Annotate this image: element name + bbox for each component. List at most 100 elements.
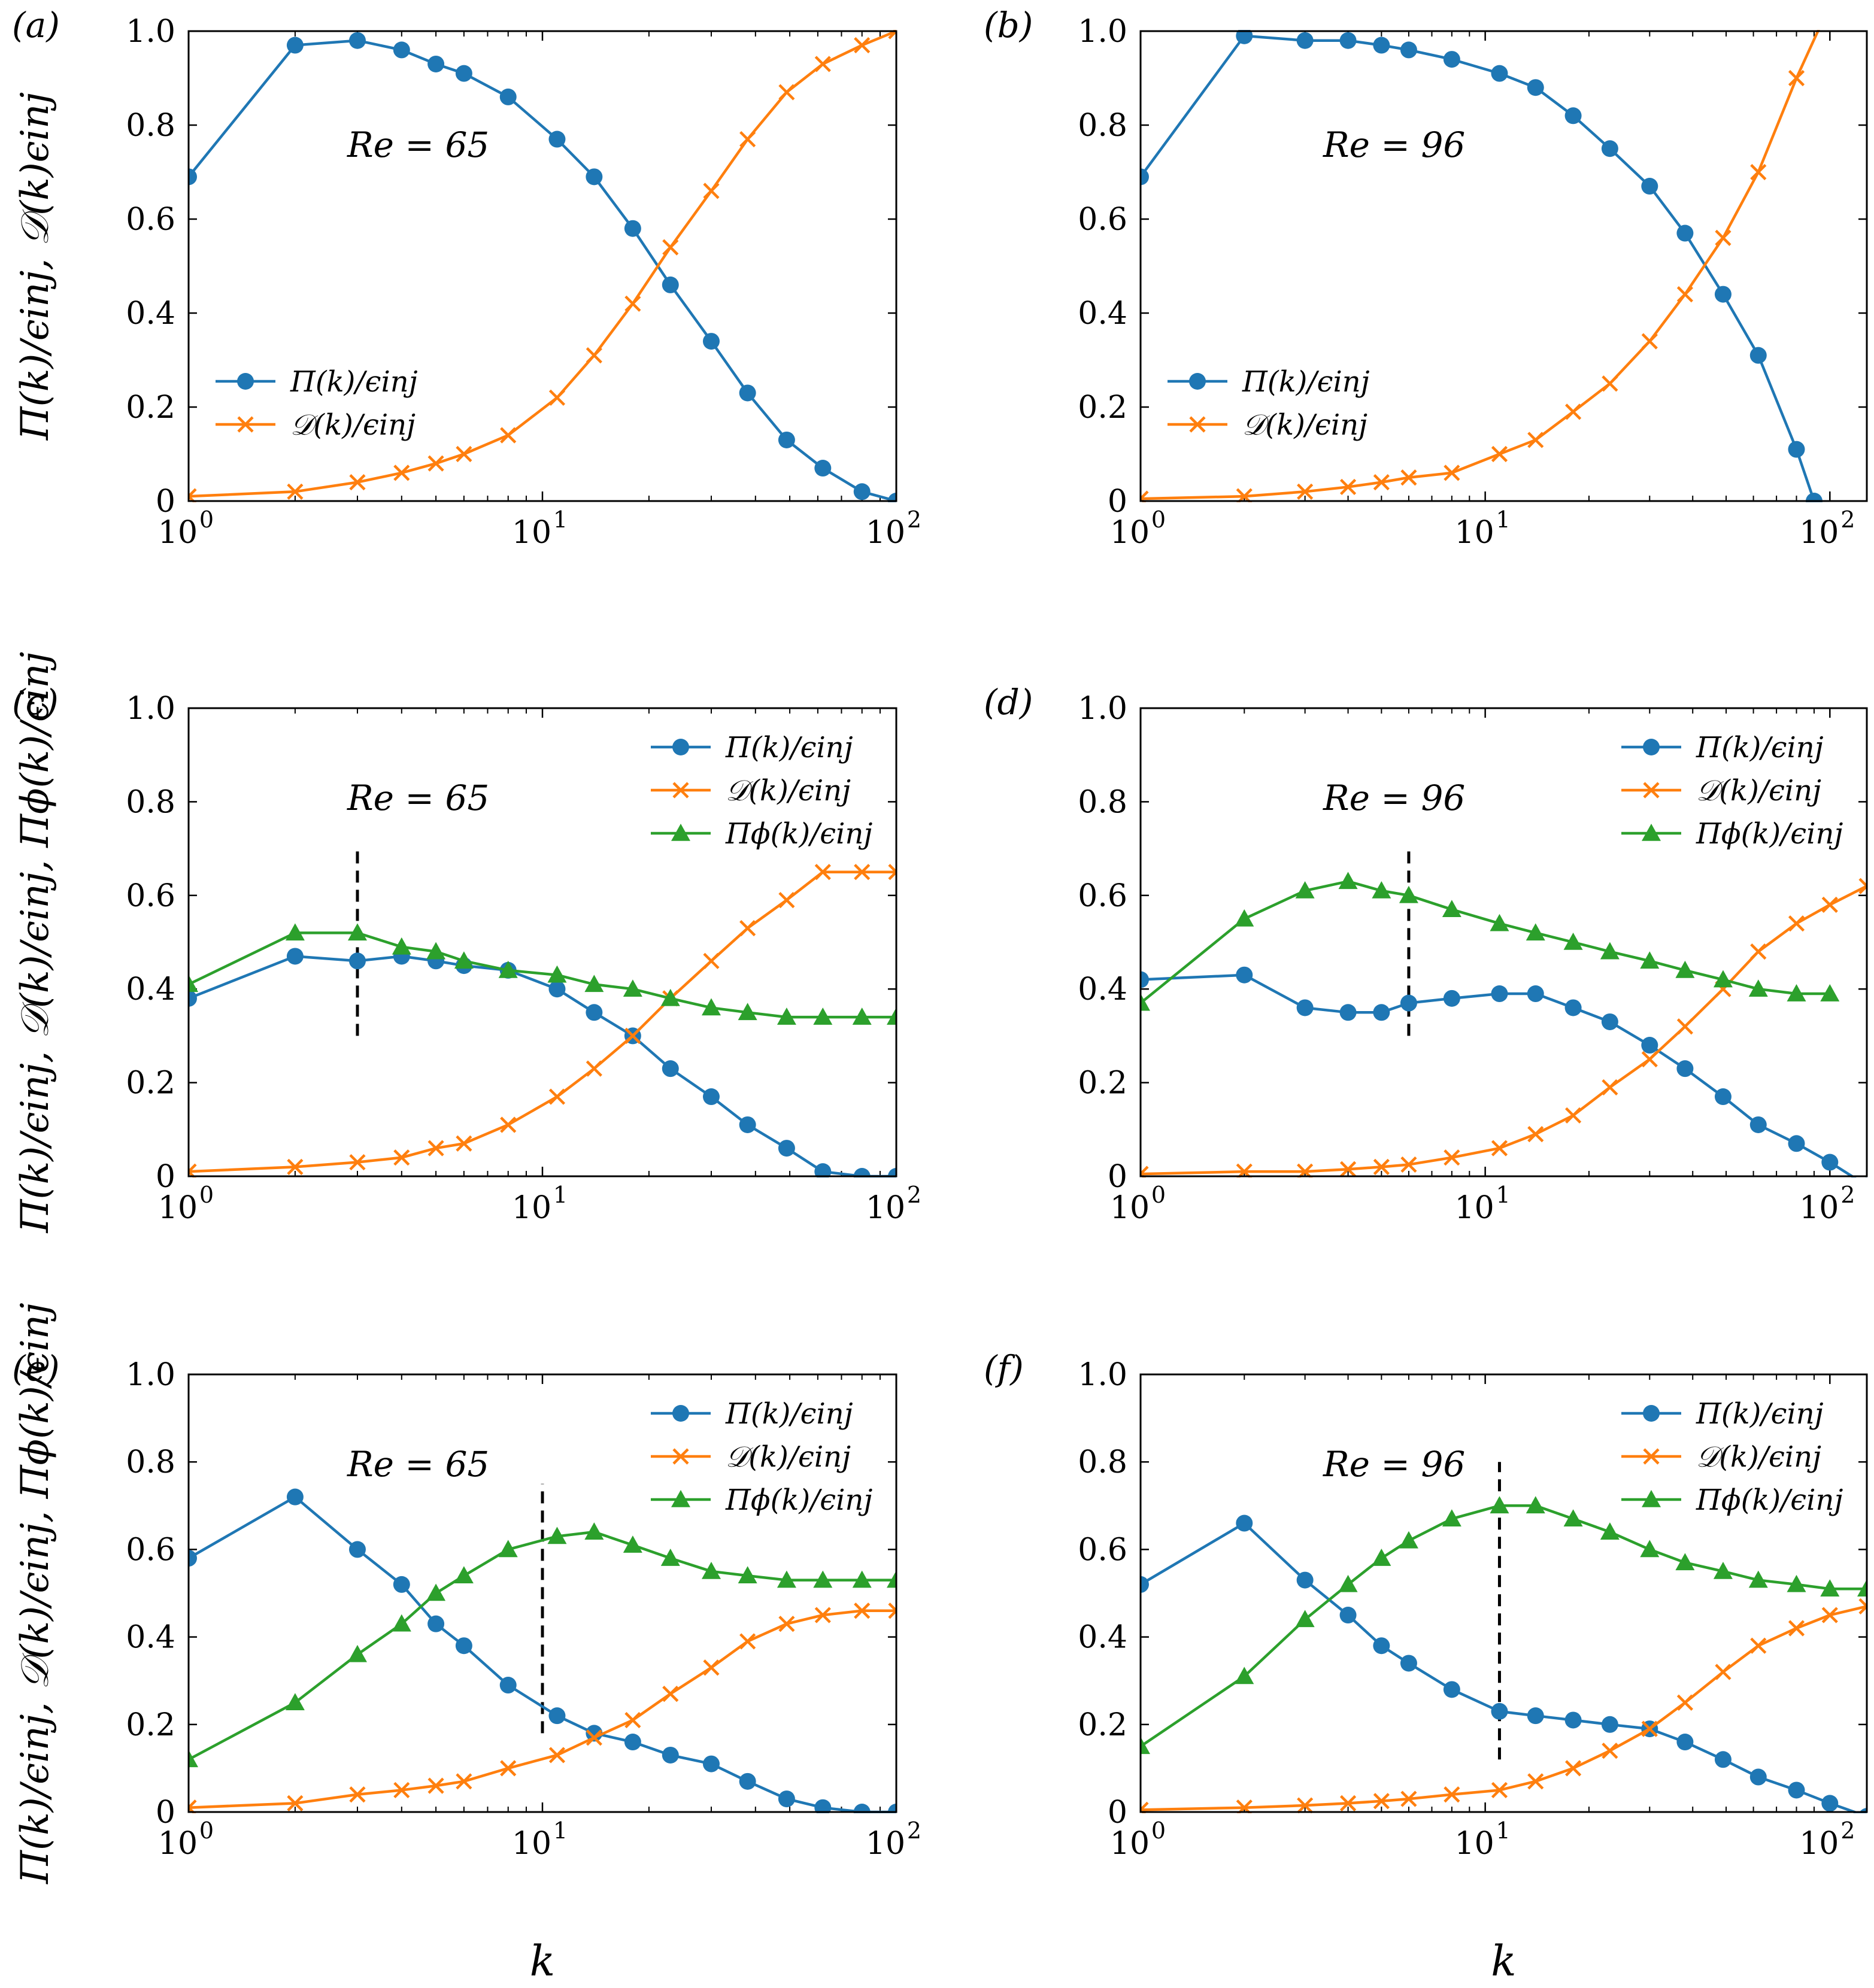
data-point	[1788, 441, 1805, 458]
data-point	[1713, 1561, 1733, 1579]
data-point	[189, 168, 197, 186]
data-point	[660, 1549, 680, 1566]
data-point	[852, 1007, 872, 1025]
data-point	[1640, 951, 1660, 969]
legend-marker	[671, 1490, 690, 1507]
y-tick-label: 0.8	[126, 1444, 175, 1480]
data-point	[586, 1729, 602, 1746]
data-point	[347, 923, 367, 941]
data-point	[348, 32, 366, 49]
data-point	[456, 445, 472, 463]
data-point	[586, 1725, 603, 1742]
y-tick-label: 0.6	[126, 878, 175, 914]
data-point	[393, 41, 410, 59]
data-point	[1640, 1540, 1660, 1558]
data-point	[778, 1790, 795, 1808]
data-point	[1788, 1781, 1805, 1799]
x-tick-label: 10	[512, 1826, 551, 1862]
data-point	[1339, 32, 1357, 49]
y-tick-label: 0	[156, 1159, 175, 1195]
data-point	[584, 1522, 604, 1540]
data-point	[1787, 1574, 1806, 1592]
data-point	[287, 483, 304, 500]
data-point	[1750, 943, 1767, 960]
data-point	[1399, 885, 1418, 903]
data-point	[1236, 30, 1253, 44]
annotation: Re = 96	[1323, 1444, 1465, 1485]
data-point	[456, 1135, 472, 1152]
legend-label: 𝒟(k)/ϵinj	[726, 1440, 851, 1474]
data-point	[1339, 1607, 1357, 1624]
legend-label: Πϕ(k)/ϵinj	[1696, 817, 1843, 851]
data-point	[1527, 1126, 1544, 1143]
data-point	[624, 1734, 641, 1751]
data-point	[624, 1027, 641, 1044]
data-point	[286, 1488, 304, 1506]
data-point	[1491, 445, 1508, 463]
chart-panel: (c)00.20.40.60.81.010 0 10 1 10 2Re = 65Π(k)/…	[12, 682, 921, 1226]
data-point	[1491, 1702, 1508, 1720]
data-point	[1715, 1664, 1732, 1680]
data-point	[853, 1804, 871, 1813]
data-point	[1141, 1576, 1149, 1593]
data-point	[1563, 1509, 1583, 1527]
data-point	[1641, 333, 1658, 350]
data-point	[1400, 469, 1417, 486]
axes-frame	[1139, 1373, 1868, 1813]
data-point	[586, 347, 602, 364]
y-tick-label: 0.8	[1078, 784, 1127, 820]
x-tick-exponent: 2	[907, 506, 921, 533]
x-tick-label: 10	[1799, 1826, 1839, 1862]
x-tick-exponent: 0	[1151, 506, 1166, 533]
data-point	[1564, 1107, 1582, 1124]
data-point	[427, 455, 444, 472]
data-point	[426, 942, 446, 960]
x-tick-label: 10	[1455, 1190, 1494, 1226]
data-point	[662, 1686, 679, 1702]
data-point	[1600, 1522, 1620, 1540]
legend-label: Πϕ(k)/ϵinj	[725, 817, 872, 851]
data-point	[814, 56, 831, 72]
data-point	[1820, 1579, 1840, 1597]
data-point	[1526, 923, 1545, 941]
data-point	[738, 1003, 757, 1021]
data-point	[1442, 1509, 1461, 1527]
data-point	[427, 1140, 444, 1157]
data-point	[1857, 1579, 1867, 1597]
y-tick-label: 0.6	[126, 1532, 175, 1568]
legend-label: Π(k)/ϵinj	[1242, 365, 1370, 399]
data-point	[500, 427, 517, 444]
data-point	[500, 1760, 517, 1777]
data-point	[662, 239, 679, 256]
data-point	[1641, 1051, 1658, 1068]
data-point	[1400, 1655, 1417, 1672]
data-layer	[1141, 848, 1867, 1177]
legend-label: Π(k)/ϵinj	[725, 731, 853, 764]
data-point	[1491, 1140, 1508, 1157]
data-point	[1526, 1496, 1545, 1514]
y-tick-label: 0.6	[1078, 878, 1127, 914]
chart-panel: (a)00.20.40.60.81.010 0 10 1 10 2Re = 65Π(k)/…	[12, 5, 921, 551]
data-point	[1373, 474, 1390, 491]
data-point	[1373, 1793, 1390, 1810]
chart-panel: (e)00.20.40.60.81.010 0 10 1 10 2Re = 65Π(k)/…	[12, 1348, 921, 1862]
data-point	[624, 295, 641, 312]
data-point	[287, 1158, 304, 1175]
data-point	[455, 65, 472, 82]
x-tick-label: 10	[1455, 1826, 1494, 1862]
data-point	[852, 1570, 872, 1588]
data-point	[1564, 403, 1582, 420]
data-point	[778, 1616, 795, 1632]
legend-marker	[672, 1448, 689, 1465]
data-point	[623, 979, 642, 997]
data-point	[1675, 1553, 1695, 1571]
data-point	[1820, 984, 1840, 1001]
panel-label: (d)	[984, 682, 1033, 723]
x-tick-label: 10	[1110, 515, 1150, 551]
legend-label: Πϕ(k)/ϵinj	[725, 1483, 872, 1517]
data-point	[1676, 286, 1693, 303]
y-tick-label: 0.4	[1078, 296, 1127, 332]
legend-marker	[1643, 1448, 1660, 1465]
x-tick-exponent: 1	[553, 506, 568, 533]
legend-label: 𝒟(k)/ϵinj	[290, 408, 416, 442]
